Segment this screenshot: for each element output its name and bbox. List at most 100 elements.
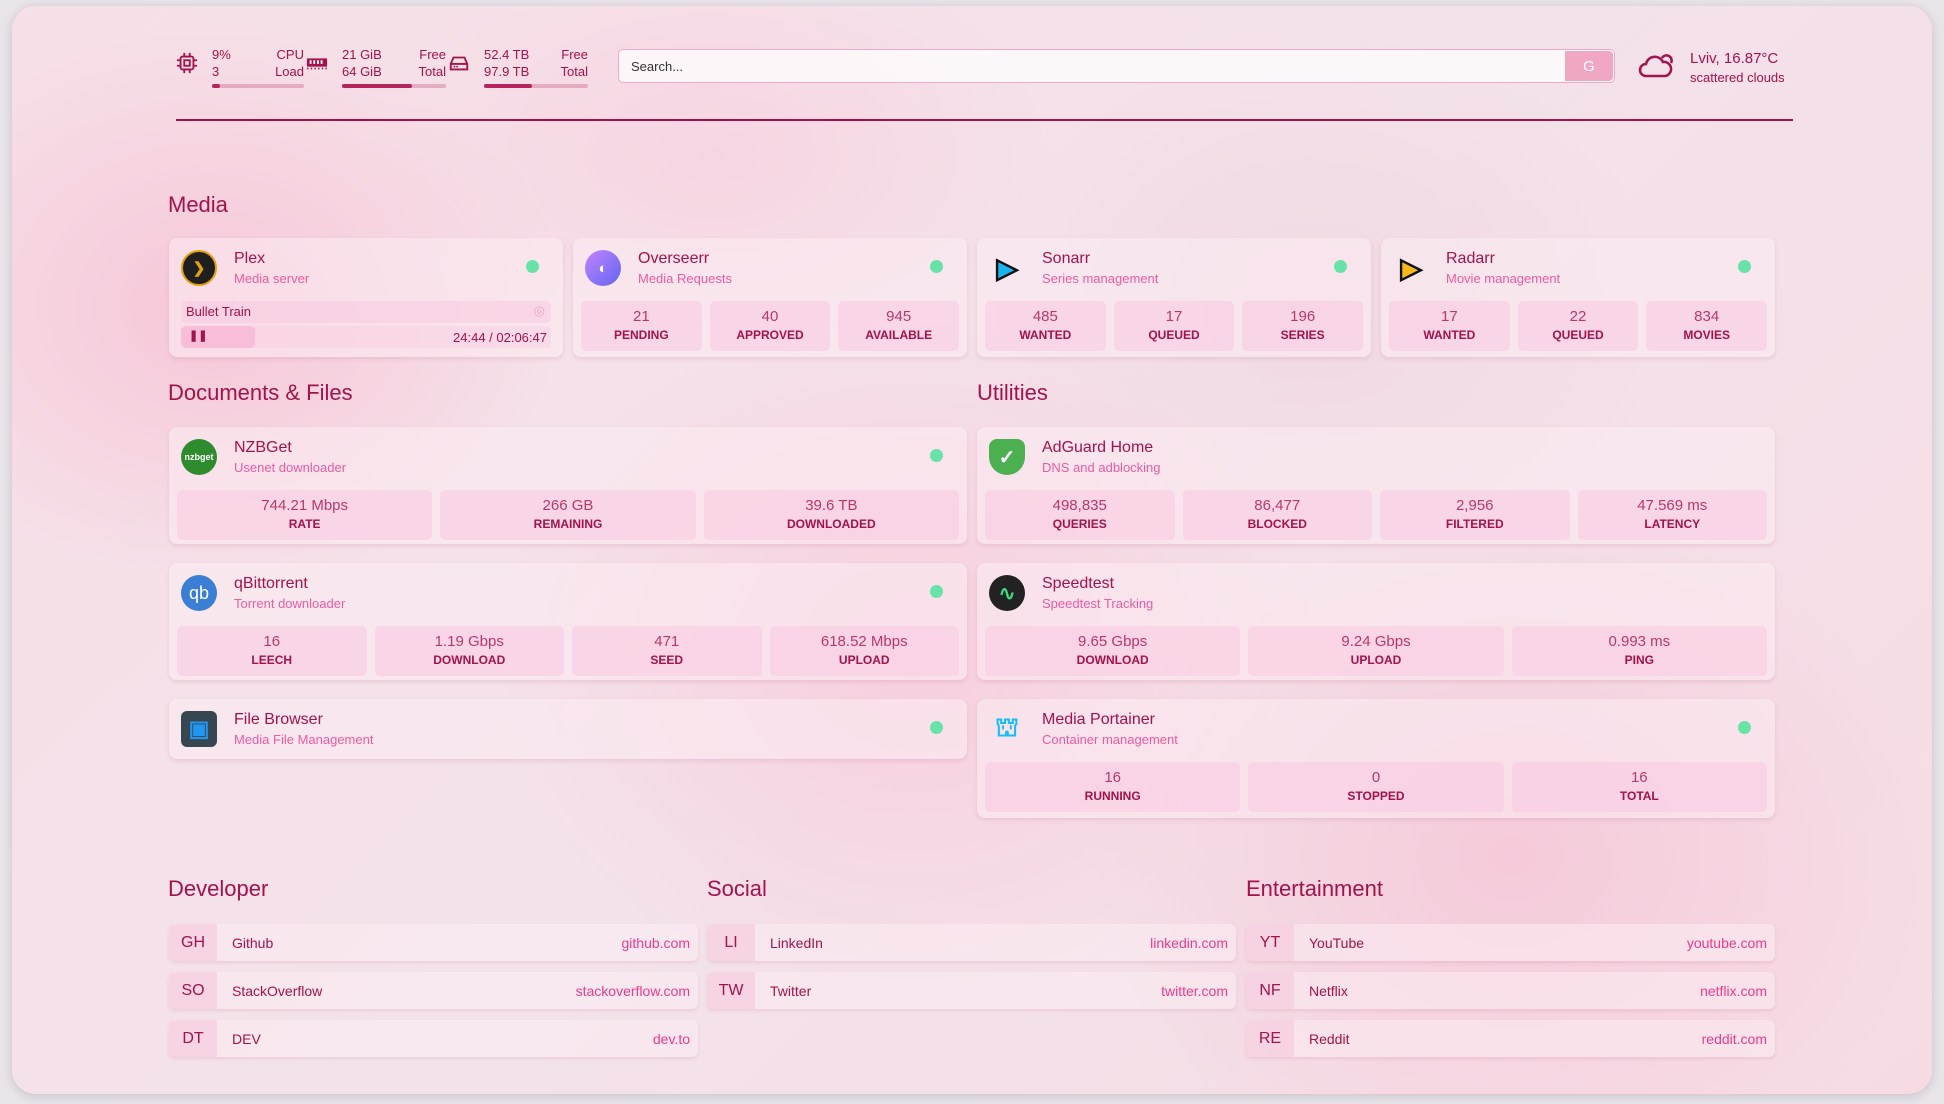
bookmark-abbr: SO <box>169 972 217 1009</box>
usage-fill <box>342 84 412 88</box>
radarr-icon: ▶ <box>1400 252 1422 284</box>
stat-block: 945 AVAILABLE <box>838 301 960 351</box>
plex-icon: ❯ <box>181 250 217 286</box>
bookmark-youtube[interactable]: YT YouTube youtube.com <box>1246 924 1775 961</box>
stat-block: 39.6 TB DOWNLOADED <box>703 490 959 540</box>
disk-free: 52.4 TB <box>484 47 530 62</box>
section-title-developer: Developer <box>168 876 269 901</box>
service-name: qBittorrent <box>234 575 308 592</box>
bookmark-url: github.com <box>621 934 690 951</box>
stat-value: 834 <box>1694 308 1720 325</box>
stat-block: 471 SEED <box>572 626 762 676</box>
status-online-indicator <box>1334 260 1347 273</box>
stat-label: WANTED <box>1019 328 1072 342</box>
stat-label: QUEUED <box>1552 328 1604 342</box>
service-name: Overseerr <box>638 250 710 267</box>
bookmark-abbr: GH <box>169 924 217 961</box>
stat-value: 9.24 Gbps <box>1341 633 1411 650</box>
stat-value: 744.21 Mbps <box>261 497 349 514</box>
stat-label: RUNNING <box>1084 789 1141 803</box>
stat-block: 22 QUEUED <box>1517 301 1639 351</box>
bookmark-abbr: YT <box>1246 924 1294 961</box>
bookmark-name: YouTube <box>1309 934 1365 951</box>
service-stats: 498,835 QUERIES 86,477 BLOCKED 2,956 FILTERED… <box>985 490 1767 540</box>
bookmark-reddit[interactable]: RE Reddit reddit.com <box>1246 1020 1775 1057</box>
stat-value: 40 <box>761 308 779 325</box>
bookmark-stackoverflow[interactable]: SO StackOverflow stackoverflow.com <box>169 972 698 1009</box>
icon-label: qb <box>188 582 210 603</box>
bookmark-netflix[interactable]: NF Netflix netflix.com <box>1246 972 1775 1009</box>
bookmark-dev[interactable]: DT DEV dev.to <box>169 1020 698 1057</box>
stat-label: AVAILABLE <box>865 328 933 342</box>
bookmark-name: Twitter <box>770 982 812 999</box>
disk-total: 97.9 TB <box>484 64 530 79</box>
bookmark-url: twitter.com <box>1161 982 1228 999</box>
stat-label: DOWNLOAD <box>433 653 506 667</box>
stat-value: 2,956 <box>1455 497 1494 514</box>
total-label: Total <box>418 64 446 79</box>
service-stats: 16 LEECH 1.19 Gbps DOWNLOAD 471 SEED 618.52 Mb… <box>177 626 959 676</box>
stat-block: 266 GB REMAINING <box>440 490 696 540</box>
search-input[interactable]: Search... G <box>618 49 1615 83</box>
usage-fill <box>484 84 532 88</box>
bookmark-url: stackoverflow.com <box>575 982 690 999</box>
free-label: Free <box>561 47 588 62</box>
stat-block: 9.65 Gbps DOWNLOAD <box>985 626 1241 676</box>
service-description: Media Requests <box>638 271 732 286</box>
pause-button[interactable]: ❚❚ <box>189 330 208 342</box>
service-card-adguard-home[interactable]: ✓ AdGuard Home DNS and adblocking 498,835… <box>977 427 1775 544</box>
service-name: AdGuard Home <box>1042 439 1154 456</box>
stat-block: 498,835 QUERIES <box>985 490 1175 540</box>
stat-label: UPLOAD <box>1350 653 1402 667</box>
load-label: Load <box>275 64 304 79</box>
status-online-indicator <box>930 585 943 598</box>
service-name: Sonarr <box>1042 250 1091 267</box>
service-card-media-portainer[interactable]: ⛫ Media Portainer Container management 16… <box>977 699 1775 818</box>
bookmark-name: DEV <box>232 1030 261 1047</box>
header-divider <box>176 119 1793 121</box>
bookmark-abbr: RE <box>1246 1020 1294 1057</box>
stat-block: 834 MOVIES <box>1646 301 1768 351</box>
service-stats: 16 RUNNING 0 STOPPED 16 TOTAL <box>985 762 1767 812</box>
adguard-shield-icon: ✓ <box>989 439 1025 475</box>
search-provider-button[interactable]: G <box>1565 51 1613 81</box>
service-stats: 485 WANTED 17 QUEUED 196 SERIES <box>985 301 1364 351</box>
service-card-overseerr[interactable]: ◐ Overseerr Media Requests 21 PENDING 40 APP… <box>573 238 967 357</box>
service-name: Media Portainer <box>1042 711 1155 728</box>
service-card-nzbget[interactable]: nzbget NZBGet Usenet downloader 744.21 Mb… <box>169 427 967 544</box>
stat-block: 17 QUEUED <box>1113 301 1235 351</box>
stat-block: 0 STOPPED <box>1248 762 1504 812</box>
bookmark-twitter[interactable]: TW Twitter twitter.com <box>707 972 1236 1009</box>
bookmark-linkedin[interactable]: LI LinkedIn linkedin.com <box>707 924 1236 961</box>
service-card-radarr[interactable]: ▶ Radarr Movie management 17 WANTED 22 QUEUE… <box>1381 238 1775 357</box>
disk-icon <box>449 56 469 71</box>
stat-value: 17 <box>1165 308 1183 325</box>
stat-label: RATE <box>288 517 321 531</box>
cpu-label: CPU <box>276 47 304 62</box>
cpu-icon <box>176 52 198 74</box>
bookmark-github[interactable]: GH Github github.com <box>169 924 698 961</box>
stat-label: DOWNLOADED <box>786 517 876 531</box>
section-title-social: Social <box>707 876 767 901</box>
service-card-sonarr[interactable]: ▶ Sonarr Series management 485 WANTED 17 QUE… <box>977 238 1371 357</box>
service-stats: 744.21 Mbps RATE 266 GB REMAINING 39.6 TB DOW… <box>177 490 959 540</box>
stat-value: 21 <box>632 308 650 325</box>
service-description: Media File Management <box>234 732 374 747</box>
bookmark-name: StackOverflow <box>232 982 323 999</box>
service-card-plex[interactable]: ❯ Plex Media server Bullet Train ◎ ❚❚ 24:44… <box>169 238 563 357</box>
stat-value: 22 <box>1569 308 1587 325</box>
stat-label: PENDING <box>613 328 669 342</box>
service-card-file-browser[interactable]: ▣ File Browser Media File Management <box>169 699 967 759</box>
service-description: Movie management <box>1446 271 1561 286</box>
stat-block: 9.24 Gbps UPLOAD <box>1248 626 1504 676</box>
stat-value: 17 <box>1440 308 1458 325</box>
stat-value: 266 GB <box>542 497 594 514</box>
stat-value: 485 <box>1032 308 1058 325</box>
stat-label: BLOCKED <box>1247 517 1307 531</box>
service-card-speedtest[interactable]: ∿ Speedtest Speedtest Tracking 9.65 Gbps D… <box>977 563 1775 680</box>
stat-block: 47.569 ms LATENCY <box>1577 490 1767 540</box>
speedtest-icon: ∿ <box>989 575 1025 611</box>
bookmark-name: Netflix <box>1309 982 1348 999</box>
service-card-qbittorrent[interactable]: qb qBittorrent Torrent downloader 16 LEECH… <box>169 563 967 680</box>
stat-value: 16 <box>1630 769 1648 786</box>
